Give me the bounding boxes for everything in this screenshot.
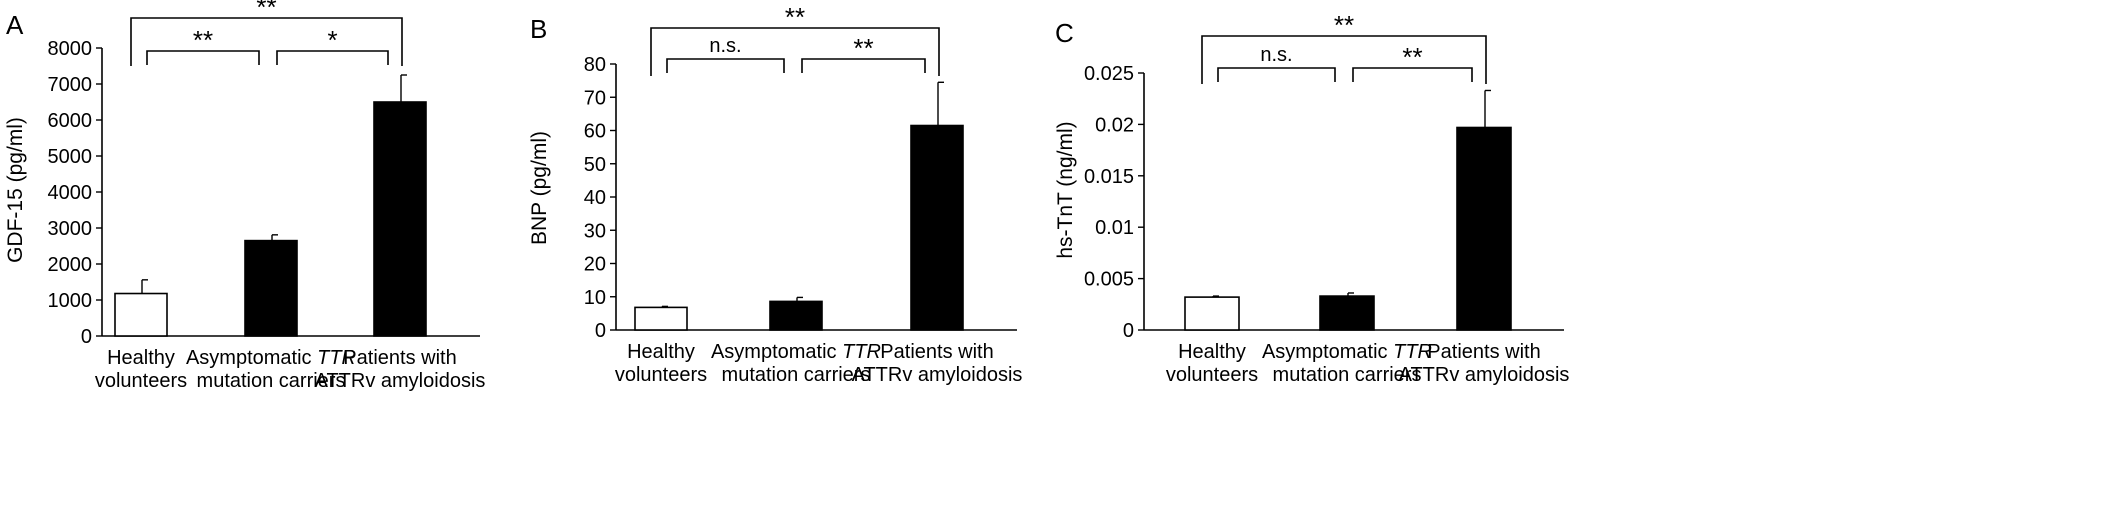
bar-0 [1184,296,1240,331]
significance-label-1: ** [853,33,873,63]
y-axis-label: BNP (pg/ml) [528,131,551,245]
y-tick-label: 70 [584,87,606,109]
category-label-text: Healthy [107,347,175,369]
y-tick-label: 7000 [48,74,93,96]
significance-label-2: ** [785,2,805,32]
y-tick-label: 20 [584,254,606,276]
bar-1 [244,239,298,337]
significance-bracket-0 [146,50,260,65]
y-tick-label: 8000 [48,38,93,60]
y-tick-label: 2000 [48,254,93,276]
panel-letter: B [530,14,547,44]
category-label-text: Asymptomatic [186,347,317,369]
y-tick-label: 0 [81,326,92,348]
y-axis-label: hs-TnT (ng/ml) [1054,121,1077,258]
y-tick-label: 0.02 [1095,114,1134,136]
category-label-italic: TTR [842,341,881,363]
y-tick-label: 4000 [48,182,93,204]
category-label-line2: volunteers [1166,364,1258,386]
y-tick-label: 5000 [48,146,93,168]
y-tick-label: 60 [584,121,606,143]
category-label-italic: TTR [1393,341,1432,363]
bar-1 [1319,295,1375,331]
y-tick-label: 6000 [48,110,93,132]
bar-2 [373,101,427,337]
category-label-line2: mutation carriers [197,370,346,392]
chart-panel-b: B 0 10 20 30 40 50 60 70 80 BNP (pg/ml) Healthyvolu… [528,2,1022,386]
significance-bracket-2 [650,27,940,76]
y-tick-label: 0.025 [1084,63,1134,85]
category-label-line1: Healthy [627,341,695,363]
significance-bracket-0 [1217,67,1336,82]
category-label-line1: Patients with [343,347,456,369]
panel-letter: C [1055,18,1074,48]
y-tick-label: 0.01 [1095,217,1134,239]
y-tick-label: 40 [584,187,606,209]
y-tick-label: 80 [584,54,606,76]
category-label-line2: volunteers [615,364,707,386]
bar-0 [114,292,168,337]
y-axis-label: GDF-15 (pg/ml) [4,117,27,263]
significance-bracket-1 [276,50,389,65]
category-label-line1: Patients with [880,341,993,363]
category-label-text: Patients with [343,347,456,369]
panel-letter: A [6,10,24,40]
significance-bracket-2 [130,17,403,66]
bar-2 [1456,126,1512,331]
y-tick-label: 3000 [48,218,93,240]
y-tick-label: 30 [584,220,606,242]
significance-label-1: ** [1402,42,1422,72]
significance-label-0: n.s. [1260,44,1292,66]
bar-2 [910,124,964,331]
y-tick-label: 50 [584,154,606,176]
category-label-line2: mutation carriers [722,364,871,386]
y-tick-label: 0 [595,320,606,342]
category-label-line2: volunteers [95,370,187,392]
category-label-line1: Healthy [1178,341,1246,363]
chart-panel-a: A 0 1000 2000 3000 4000 5000 6000 7000 8000 GDF-15… [4,0,485,392]
significance-label-0: n.s. [709,35,741,57]
significance-bracket-1 [1352,67,1473,82]
category-label-text: Patients with [1427,341,1540,363]
category-label-line1: Healthy [107,347,175,369]
significance-label-1: * [327,25,337,55]
significance-label-0: ** [193,25,213,55]
significance-bracket-1 [801,58,926,73]
category-label-text: Healthy [1178,341,1246,363]
category-label-line1: Asymptomatic TTR [1262,341,1432,363]
y-tick-label: 10 [584,287,606,309]
bar-1 [769,300,823,331]
category-label-line2: ATTRv amyloidosis [1399,364,1570,386]
category-label-text: Asymptomatic [711,341,842,363]
significance-label-2: ** [1334,10,1354,40]
significance-bracket-2 [1201,35,1487,84]
category-label-italic: TTR [317,347,356,369]
bar-0 [634,306,688,331]
category-label-text: Healthy [627,341,695,363]
category-label-line1: Asymptomatic TTR [186,347,356,369]
y-tick-label: 1000 [48,290,93,312]
category-label-line1: Asymptomatic TTR [711,341,881,363]
significance-bracket-0 [666,58,785,73]
category-label-line1: Patients with [1427,341,1540,363]
category-label-text: Patients with [880,341,993,363]
y-tick-label: 0.005 [1084,269,1134,291]
category-label-line2: ATTRv amyloidosis [315,370,486,392]
category-label-line2: mutation carriers [1273,364,1422,386]
category-label-line2: ATTRv amyloidosis [852,364,1023,386]
chart-panel-c: C 0 0.005 0.01 0.015 0.02 0.025 hs-TnT (ng/ml) H… [1054,10,1569,386]
y-tick-label: 0 [1123,320,1134,342]
significance-label-2: ** [256,0,276,22]
y-tick-label: 0.015 [1084,166,1134,188]
category-label-text: Asymptomatic [1262,341,1393,363]
